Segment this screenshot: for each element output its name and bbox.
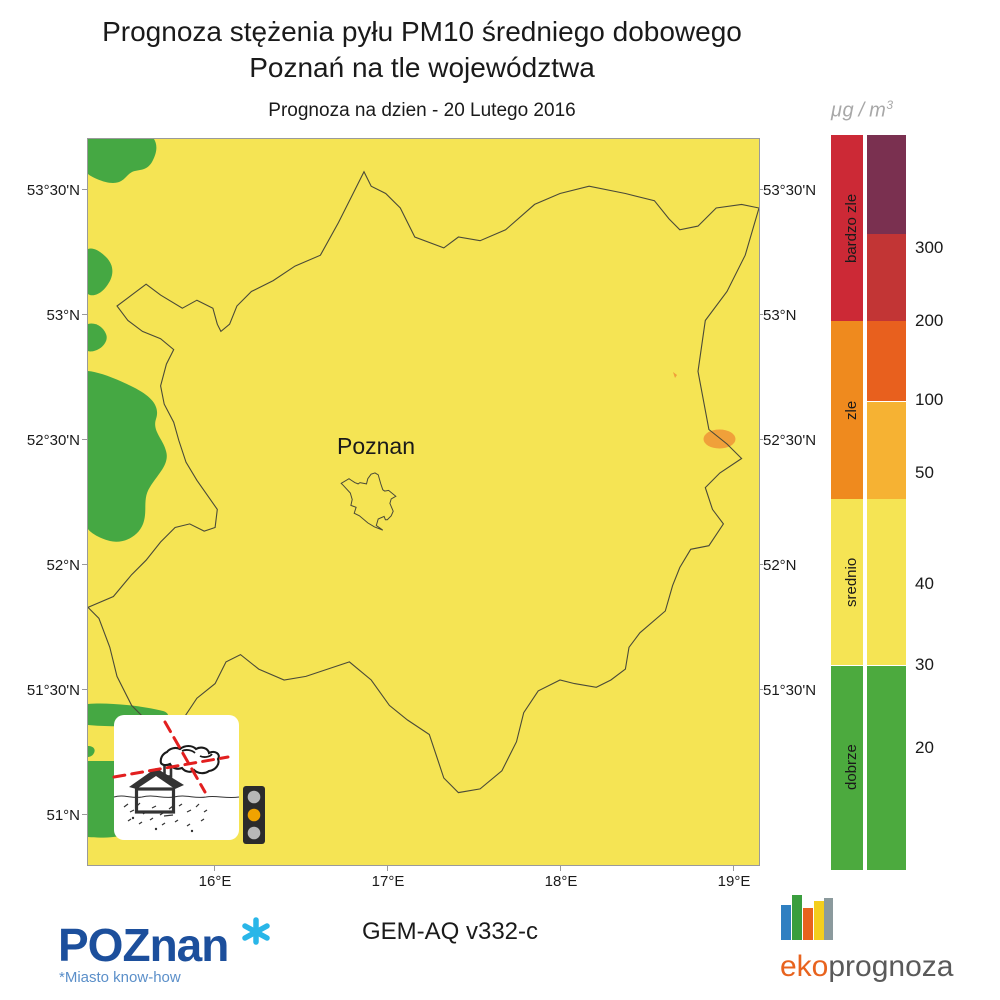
svg-text:Poznan: Poznan [337, 433, 415, 459]
